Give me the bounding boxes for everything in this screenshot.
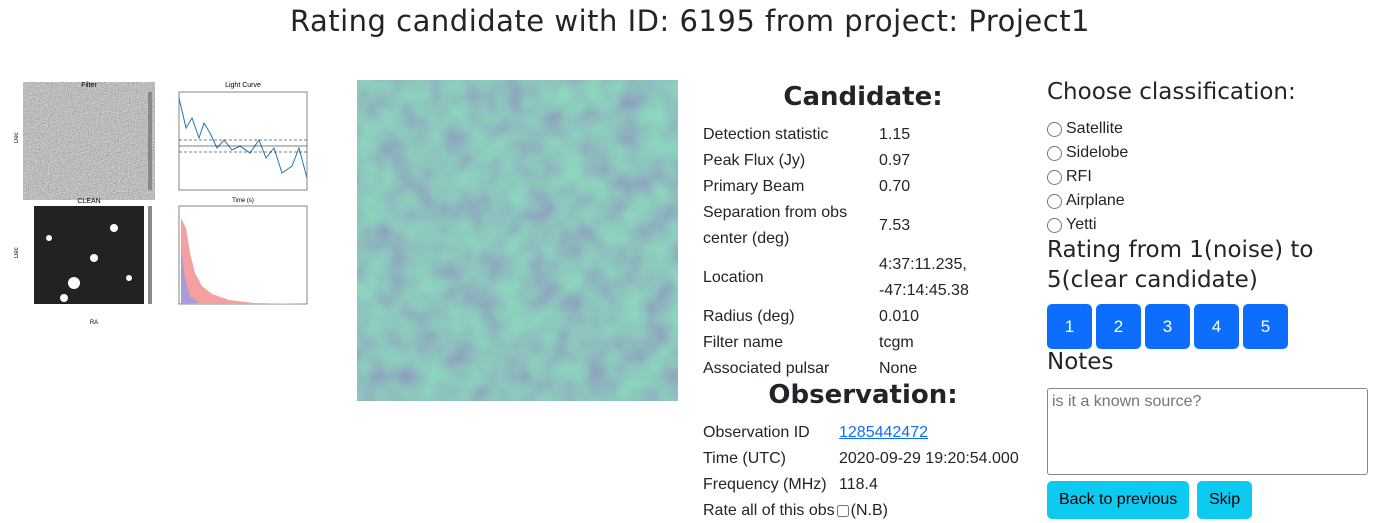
classification-label: Sidelobe [1066,144,1129,161]
notes-heading: Notes [1047,349,1114,375]
classification-radio[interactable] [1047,169,1062,185]
rating-button[interactable]: 2 [1096,304,1141,349]
table-row: Associated pulsar None [703,356,989,382]
axis-label: Dec [14,247,20,258]
rating-button[interactable]: 1 [1047,304,1092,349]
row-label: Location [703,269,764,286]
rate-all-note: (N.B) [850,502,888,519]
row-label: Peak Flux (Jy) [703,152,806,169]
table-row: Detection statistic 1.15 [703,122,989,148]
clean-image [34,206,144,304]
table-row: Time (UTC) 2020-09-29 19:20:54.000 [703,446,1039,472]
panel-title: CLEAN [77,198,100,205]
rate-all: Rate all of this obs (N.B) [703,498,888,523]
table-row: Radius (deg) 0.010 [703,304,989,330]
row-value: 118.4 [839,476,878,493]
notes-input[interactable] [1047,388,1368,475]
panel-title: Filter [81,82,97,89]
row-value: 2020-09-29 19:20:54.000 [839,450,1019,467]
row-value: 1.15 [879,126,911,143]
table-row: Filter name tcgm [703,330,989,356]
classification-option: Yetti [1047,213,1128,237]
classification-label: Airplane [1066,192,1125,209]
rate-all-checkbox[interactable] [836,505,849,517]
back-button[interactable]: Back to previous [1047,481,1190,519]
row-label: Time (UTC) [703,450,786,467]
axis-label: Dec [14,132,20,143]
table-row: Location 4:37:11.235, -47:14:45.38 [703,252,989,304]
row-label: Radius (deg) [703,308,795,325]
rating-button[interactable]: 4 [1194,304,1239,349]
observation-heading: Observation: [768,380,958,410]
row-label: Detection statistic [703,126,829,143]
table-row: Peak Flux (Jy) 0.97 [703,148,989,174]
rate-all-label: Rate all of this obs [703,502,835,519]
classification-option: RFI [1047,165,1128,189]
panel-title: Light Curve [225,82,261,89]
rating-button[interactable]: 5 [1243,304,1288,349]
row-value: 0.70 [879,178,911,195]
row-label: Frequency (MHz) [703,476,827,493]
classification-radio[interactable] [1047,121,1062,137]
classification-options: Satellite Sidelobe RFI Airplane Yetti [1047,117,1128,237]
classification-label: Yetti [1066,216,1097,233]
row-label: Observation ID [703,424,810,441]
axis-label: Time (s) [232,198,254,204]
row-value: 1285442472 [839,420,1039,446]
table-row: Primary Beam 0.70 [703,174,989,200]
candidate-image [357,80,678,401]
rating-heading: Rating from 1(noise) to 5(clear candidat… [1047,237,1314,293]
table-row: Observation ID 1285442472 [703,420,1039,446]
classification-option: Airplane [1047,189,1128,213]
row-value: 0.97 [879,152,911,169]
row-value: None [879,360,918,377]
row-value: 7.53 [879,217,911,234]
table-row: Frequency (MHz) 118.4 [703,472,1039,498]
candidate-table: Detection statistic 1.15 Peak Flux (Jy) 0.9… [703,122,989,382]
observation-table: Observation ID 1285442472 Time (UTC) 2020-0… [703,420,1039,498]
row-label: Separation from obs center (deg) [703,204,848,247]
row-value: 4:37:11.235, -47:14:45.38 [879,256,969,299]
row-value: tcgm [879,334,914,351]
table-row: Separation from obs center (deg) 7.53 [703,200,989,252]
page-title: Rating candidate with ID: 6195 from proj… [289,4,1091,38]
row-value: 0.010 [879,308,920,325]
classification-heading: Choose classification: [1047,79,1296,105]
row-label: Primary Beam [703,178,805,195]
rating-button[interactable]: 3 [1145,304,1190,349]
skip-button[interactable]: Skip [1197,481,1253,519]
classification-radio[interactable] [1047,145,1062,161]
classification-option: Sidelobe [1047,141,1128,165]
row-label: Filter name [703,334,784,351]
candidate-heading: Candidate: [783,82,943,112]
classification-radio[interactable] [1047,193,1062,209]
classification-label: RFI [1066,168,1092,185]
observation-link[interactable]: 1285442472 [839,424,928,441]
classification-option: Satellite [1047,117,1128,141]
axis-label: RA [90,320,98,326]
classification-label: Satellite [1066,120,1123,137]
filter-image [34,92,144,190]
classification-radio[interactable] [1047,217,1062,233]
row-label: Associated pulsar [703,360,830,377]
thumbnail-plots: Filter Light Curve CLEAN Dec Time (s) De… [14,82,308,326]
